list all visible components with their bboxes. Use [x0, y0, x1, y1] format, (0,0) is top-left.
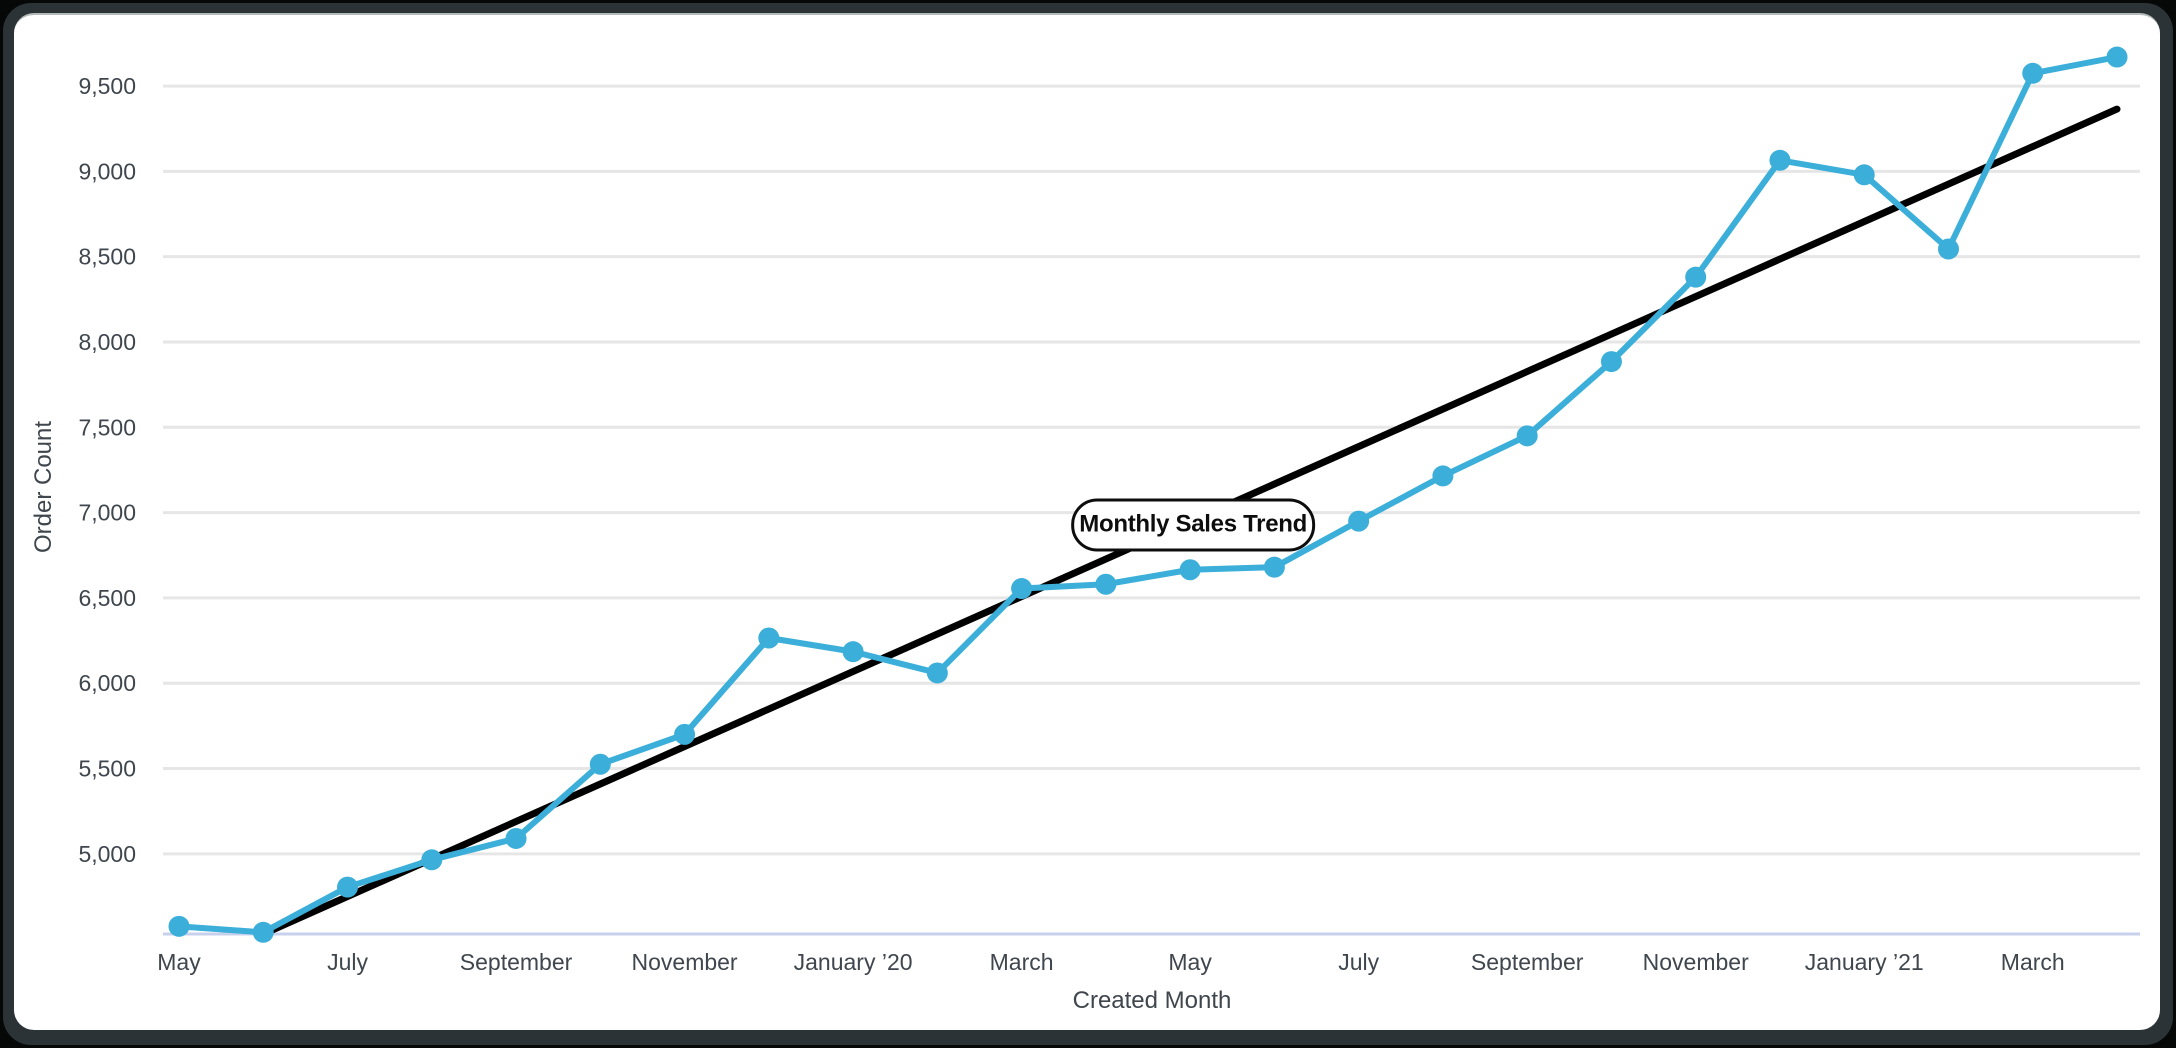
- y-tick-label: 6,000: [78, 670, 136, 696]
- data-point-marker[interactable]: [2022, 62, 2044, 84]
- x-tick-label: November: [632, 949, 738, 975]
- data-point-marker[interactable]: [421, 849, 443, 871]
- data-point-marker[interactable]: [2106, 46, 2128, 68]
- x-tick-label: March: [990, 949, 1054, 975]
- x-tick-label: July: [327, 949, 368, 975]
- data-point-marker[interactable]: [1853, 164, 1875, 186]
- y-tick-label: 7,000: [78, 500, 136, 526]
- data-point-marker[interactable]: [674, 723, 696, 745]
- data-point-marker[interactable]: [1600, 351, 1622, 373]
- data-point-marker[interactable]: [1348, 510, 1370, 532]
- x-tick-label: May: [157, 949, 201, 975]
- data-point-marker[interactable]: [589, 753, 611, 775]
- data-point-marker[interactable]: [842, 641, 864, 663]
- chart-title-pill: Monthly Sales Trend: [1071, 498, 1315, 552]
- data-point-marker[interactable]: [168, 915, 190, 937]
- x-tick-label: September: [1471, 949, 1584, 975]
- data-point-marker[interactable]: [926, 662, 948, 684]
- x-tick-label: May: [1168, 949, 1212, 975]
- x-tick-label: January ’20: [794, 949, 913, 975]
- y-tick-label: 8,500: [78, 244, 136, 270]
- y-tick-label: 5,500: [78, 756, 136, 782]
- data-point-marker[interactable]: [1937, 238, 1959, 260]
- data-point-marker[interactable]: [1432, 465, 1454, 487]
- data-point-marker[interactable]: [337, 876, 359, 898]
- data-point-marker[interactable]: [1011, 578, 1033, 600]
- data-point-marker[interactable]: [505, 827, 527, 849]
- data-point-marker[interactable]: [758, 627, 780, 649]
- data-point-marker[interactable]: [1179, 559, 1201, 581]
- y-tick-label: 8,000: [78, 329, 136, 355]
- x-tick-label: January ’21: [1805, 949, 1924, 975]
- data-point-marker[interactable]: [1095, 573, 1117, 595]
- y-tick-label: 7,500: [78, 414, 136, 440]
- data-point-marker[interactable]: [1685, 266, 1707, 288]
- data-point-marker[interactable]: [1263, 556, 1285, 578]
- y-tick-label: 5,000: [78, 841, 136, 867]
- y-tick-label: 9,000: [78, 158, 136, 184]
- data-point-marker[interactable]: [252, 921, 274, 943]
- y-axis-title: Order Count: [30, 420, 57, 554]
- order-count-line: [176, 54, 2120, 936]
- x-tick-label: September: [460, 949, 573, 975]
- y-tick-label: 9,500: [78, 73, 136, 99]
- x-tick-label: November: [1643, 949, 1749, 975]
- y-tick-label: 6,500: [78, 585, 136, 611]
- data-point-marker[interactable]: [1769, 149, 1791, 171]
- x-axis-title: Created Month: [1072, 987, 1232, 1014]
- x-tick-label: March: [2001, 949, 2065, 975]
- data-point-marker[interactable]: [1516, 425, 1538, 447]
- x-tick-label: July: [1338, 949, 1379, 975]
